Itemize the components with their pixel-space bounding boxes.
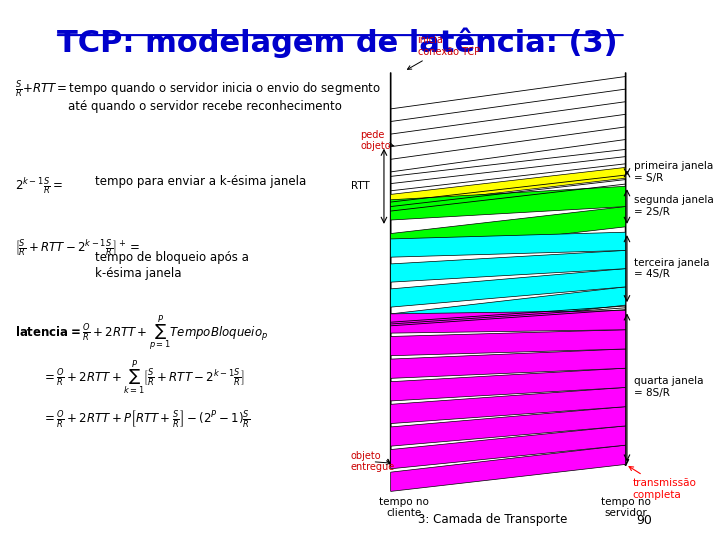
Text: tempo no
cliente: tempo no cliente bbox=[379, 497, 429, 518]
Text: até quando o servidor recebe reconhecimento: até quando o servidor recebe reconhecime… bbox=[68, 100, 342, 113]
Polygon shape bbox=[391, 310, 626, 333]
Text: quarta janela
= 8S/R: quarta janela = 8S/R bbox=[634, 376, 703, 398]
Polygon shape bbox=[391, 330, 626, 356]
Text: $= \frac{O}{R} + 2RTT + P\left[RTT + \frac{S}{R}\right] - (2^P - 1)\frac{S}{R}$: $= \frac{O}{R} + 2RTT + P\left[RTT + \fr… bbox=[42, 408, 250, 429]
Text: primeira janela
= S/R: primeira janela = S/R bbox=[634, 161, 713, 183]
Text: 90: 90 bbox=[636, 514, 652, 526]
Text: transmissão
completa: transmissão completa bbox=[629, 467, 696, 500]
Polygon shape bbox=[391, 186, 626, 220]
Text: objeto
entregue: objeto entregue bbox=[351, 451, 395, 472]
Text: segunda janela
= 2S/R: segunda janela = 2S/R bbox=[634, 195, 714, 217]
Polygon shape bbox=[391, 407, 626, 446]
Text: $= \frac{O}{R} + 2RTT + \sum_{k=1}^{P}\left[\frac{S}{R} + RTT - 2^{k-1}\frac{S}{: $= \frac{O}{R} + 2RTT + \sum_{k=1}^{P}\l… bbox=[42, 359, 245, 397]
Polygon shape bbox=[391, 287, 626, 332]
Text: $\left[\frac{S}{R} + RTT - 2^{k-1}\frac{S}{R}\right]^+=$: $\left[\frac{S}{R} + RTT - 2^{k-1}\frac{… bbox=[14, 238, 140, 259]
Polygon shape bbox=[391, 251, 626, 282]
Polygon shape bbox=[391, 368, 626, 401]
Text: k-ésima janela: k-ésima janela bbox=[95, 267, 181, 280]
Text: $\frac{S}{R}$$+ RTT = $tempo quando o servidor inicia o envio do segmento: $\frac{S}{R}$$+ RTT = $tempo quando o se… bbox=[14, 78, 381, 100]
Text: $2^{k-1}\frac{S}{R}=$: $2^{k-1}\frac{S}{R}=$ bbox=[14, 176, 63, 197]
Polygon shape bbox=[391, 388, 626, 423]
Text: tempo no
servidor: tempo no servidor bbox=[600, 497, 651, 518]
Polygon shape bbox=[391, 349, 626, 379]
Text: pede
objeto: pede objeto bbox=[361, 130, 394, 151]
Text: $\mathbf{latencia=}$$\frac{O}{R} + 2RTT + \sum_{p=1}^{P} TempoBloqueio_{p}$: $\mathbf{latencia=}$$\frac{O}{R} + 2RTT … bbox=[14, 313, 268, 353]
Polygon shape bbox=[391, 445, 626, 491]
Polygon shape bbox=[391, 206, 626, 254]
Text: 3: Camada de Transporte: 3: Camada de Transporte bbox=[418, 514, 567, 526]
Polygon shape bbox=[391, 167, 626, 205]
Text: TCP: modelagem de latência: (3): TCP: modelagem de latência: (3) bbox=[57, 27, 617, 57]
Text: terceira janela
= 4S/R: terceira janela = 4S/R bbox=[634, 258, 709, 279]
Text: RTT: RTT bbox=[351, 181, 370, 191]
Text: tempo para enviar a k-ésima janela: tempo para enviar a k-ésima janela bbox=[95, 176, 307, 188]
Polygon shape bbox=[391, 426, 626, 469]
Polygon shape bbox=[391, 232, 626, 257]
Text: tempo de bloqueio após a: tempo de bloqueio após a bbox=[95, 251, 249, 264]
Polygon shape bbox=[391, 269, 626, 307]
Text: inicia
conexão TCP: inicia conexão TCP bbox=[408, 35, 480, 69]
